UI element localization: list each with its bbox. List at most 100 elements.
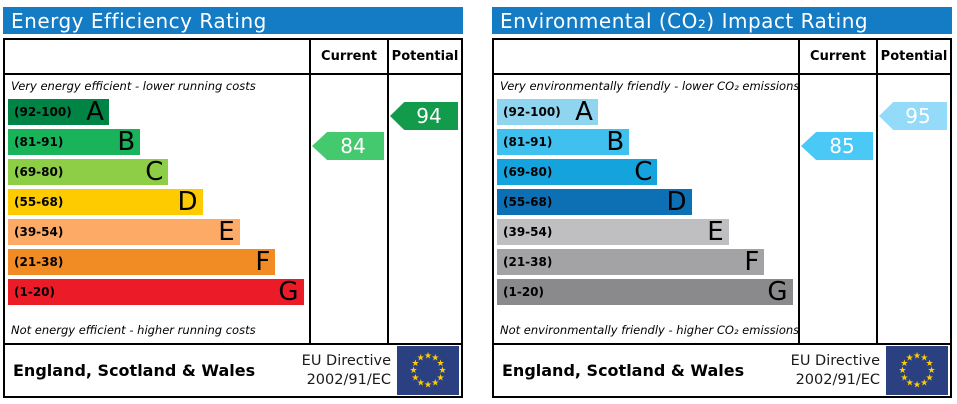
band-letter: E [218,217,235,247]
eu-flag-icon: ★ ★ ★ ★ ★ ★ ★ ★ ★ ★ ★ ★ [886,346,948,395]
table-header-row: Current Potential [5,40,461,75]
table-body-row: Very environmentally friendly - lower CO… [494,75,950,343]
eu-flag-icon: ★ ★ ★ ★ ★ ★ ★ ★ ★ ★ ★ ★ [397,346,459,395]
energy-efficiency-rating-panel: Energy Efficiency Rating Current Potenti… [3,7,463,398]
svg-text:★: ★ [437,359,445,369]
rating-band-c: (69-80) C [497,157,658,187]
band-letter: C [145,157,164,187]
band-range-label: (1-20) [503,285,544,299]
bottom-caption: Not environmentally friendly - higher CO… [500,323,800,337]
rating-band-g: (1-20) G [497,279,793,305]
band-letter: G [767,277,788,307]
band-letter: F [744,247,760,277]
svg-text:★: ★ [417,353,425,363]
rating-band-a: (92-100) A [8,99,109,125]
current-column-header: Current [309,40,387,73]
band-range-label: (81-91) [14,135,64,149]
band-range-label: (39-54) [14,225,64,239]
potential-rating-arrow: 94 [390,102,458,130]
svg-text:★: ★ [411,373,419,383]
table-footer-row: England, Scotland & Wales EU Directive 2… [5,343,461,396]
band-range-label: (21-38) [14,255,64,269]
current-rating-arrow: 85 [801,132,873,160]
table-footer-row: England, Scotland & Wales EU Directive 2… [494,343,950,396]
eu-directive-label: EU Directive 2002/91/EC [791,352,886,388]
rating-band-d: (55-68) D [497,189,692,215]
energy-panel-title: Energy Efficiency Rating [11,8,267,33]
eu-directive-line1: EU Directive [790,353,880,370]
band-letter: D [177,187,198,217]
band-letter: F [255,247,271,277]
potential-column-header: Potential [387,40,461,73]
co2-panel-title-bar: Environmental (CO₂) Impact Rating [492,7,952,34]
band-letter: C [634,157,653,187]
svg-text:★: ★ [927,366,935,376]
rating-scale-column: Very environmentally friendly - lower CO… [494,75,800,343]
energy-rating-table: Current Potential Very energy efficient … [3,38,463,398]
svg-text:★: ★ [906,379,914,389]
svg-text:★: ★ [913,352,921,362]
svg-text:★: ★ [409,366,417,376]
band-range-label: (21-38) [503,255,553,269]
svg-text:★: ★ [424,352,432,362]
band-range-label: (92-100) [503,105,561,119]
svg-text:★: ★ [906,353,914,363]
svg-text:★: ★ [920,379,928,389]
band-range-label: (81-91) [503,135,553,149]
region-label: England, Scotland & Wales [502,361,745,380]
svg-text:★: ★ [424,381,432,391]
rating-band-e: (39-54) E [8,219,240,245]
band-range-label: (39-54) [503,225,553,239]
band-range-label: (92-100) [14,105,72,119]
band-range-label: (55-68) [14,195,64,209]
svg-text:★: ★ [900,373,908,383]
rating-band-f: (21-38) F [8,247,276,277]
band-letter: A [86,97,104,127]
rating-bands: (92-100) A (81-91) B (69-80) C (55-68) D (39-54)… [8,99,305,305]
eu-directive-label: EU Directive 2002/91/EC [302,352,397,388]
band-letter: B [606,127,625,157]
bottom-caption: Not energy efficient - higher running co… [11,323,256,337]
co2-rating-table: Current Potential Very environmentally f… [492,38,952,398]
svg-text:★: ★ [438,366,446,376]
rating-band-e: (39-54) E [497,219,729,245]
potential-column-header: Potential [876,40,950,73]
current-value-column: 85 [798,75,876,343]
svg-text:★: ★ [913,381,921,391]
rating-band-b: (81-91) B [497,127,630,157]
band-letter: A [575,97,593,127]
eu-directive-line2: 2002/91/EC [795,371,880,388]
top-caption: Very environmentally friendly - lower CO… [500,79,800,93]
band-letter: G [278,277,299,307]
energy-panel-title-bar: Energy Efficiency Rating [3,7,463,34]
table-header-row: Current Potential [494,40,950,75]
rating-band-d: (55-68) D [8,189,203,215]
band-letter: E [707,217,724,247]
svg-text:★: ★ [417,379,425,389]
svg-text:★: ★ [926,373,934,383]
svg-text:★: ★ [431,379,439,389]
region-label: England, Scotland & Wales [13,361,256,380]
environmental-co2-impact-rating-panel: Environmental (CO₂) Impact Rating Curren… [492,7,952,398]
rating-scale-column: Very energy efficient - lower running co… [5,75,309,343]
current-column-header: Current [798,40,876,73]
svg-text:★: ★ [437,373,445,383]
chart-column-header [494,40,798,73]
rating-band-a: (92-100) A [497,99,598,125]
potential-value-column: 95 [876,75,950,343]
table-body-row: Very energy efficient - lower running co… [5,75,461,343]
top-caption: Very energy efficient - lower running co… [11,79,256,93]
rating-bands: (92-100) A (81-91) B (69-80) C (55-68) D (39-54)… [497,99,794,305]
rating-band-g: (1-20) G [8,279,304,305]
svg-text:★: ★ [920,353,928,363]
eu-directive-line2: 2002/91/EC [306,371,391,388]
svg-text:★: ★ [898,366,906,376]
band-range-label: (69-80) [503,165,553,179]
band-letter: D [666,187,687,217]
rating-band-b: (81-91) B [8,129,141,155]
co2-panel-title: Environmental (CO₂) Impact Rating [500,8,869,33]
svg-text:★: ★ [431,353,439,363]
svg-text:★: ★ [926,359,934,369]
potential-value-column: 94 [387,75,461,343]
